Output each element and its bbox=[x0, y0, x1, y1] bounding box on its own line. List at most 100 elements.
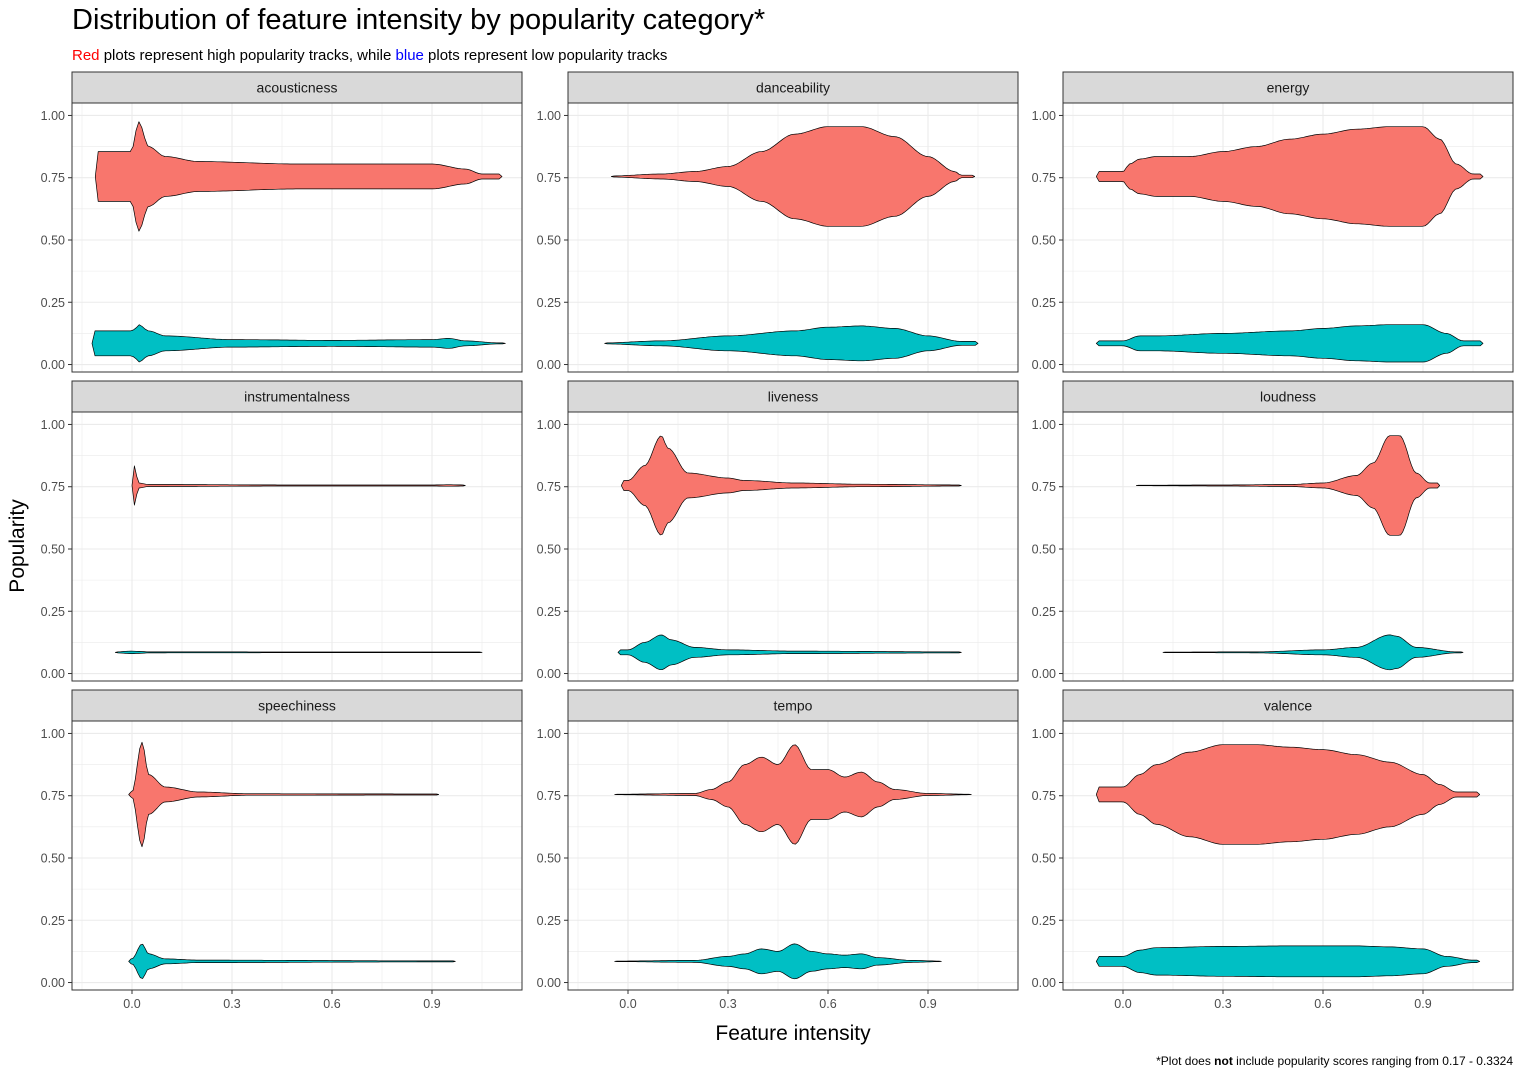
y-tick-label: 0.50 bbox=[41, 851, 65, 865]
violin-low bbox=[128, 943, 456, 979]
x-tick-label: 0.0 bbox=[123, 997, 140, 1011]
facet-loudness: loudness 0.00 0.25 0.50 0.75 1.00 bbox=[1032, 380, 1514, 682]
chart-title: Distribution of feature intensity by pop… bbox=[72, 4, 766, 36]
panel-border bbox=[1062, 102, 1514, 373]
violin-high bbox=[620, 435, 962, 536]
y-tick-label: 1.00 bbox=[537, 418, 561, 432]
violin-low bbox=[1095, 945, 1481, 978]
facet-strip bbox=[567, 71, 1019, 104]
subtitle-part1: plots represent high popularity tracks, … bbox=[99, 47, 396, 64]
y-tick-label: 0.00 bbox=[1032, 358, 1056, 372]
violin-low bbox=[1095, 324, 1484, 363]
y-tick-label: 0.50 bbox=[537, 233, 561, 247]
violin-low bbox=[614, 943, 942, 980]
y-tick-label: 0.25 bbox=[41, 605, 65, 619]
y-tick-label: 0.25 bbox=[1032, 914, 1056, 928]
y-tick-label: 0.75 bbox=[41, 171, 65, 185]
y-tick-label: 0.25 bbox=[537, 605, 561, 619]
y-tick-label: 0.75 bbox=[41, 480, 65, 494]
y-tick-label: 0.00 bbox=[537, 358, 561, 372]
caption-prefix: *Plot does bbox=[1156, 1054, 1215, 1068]
panel-border bbox=[1062, 411, 1514, 682]
panel-background bbox=[568, 412, 1018, 681]
panel-border bbox=[567, 411, 1019, 682]
y-tick-label: 0.25 bbox=[41, 914, 65, 928]
y-tick-label: 0.00 bbox=[41, 358, 65, 372]
facet-label: loudness bbox=[1260, 389, 1316, 405]
x-tick-label: 0.3 bbox=[719, 997, 736, 1011]
y-tick-label: 0.25 bbox=[1032, 605, 1056, 619]
y-tick-label: 0.50 bbox=[1032, 542, 1056, 556]
facet-label: speechiness bbox=[258, 698, 336, 714]
x-tick-label: 0.9 bbox=[423, 997, 440, 1011]
y-tick-label: 0.25 bbox=[537, 296, 561, 310]
facet-label: liveness bbox=[768, 389, 819, 405]
panel-background bbox=[72, 721, 522, 990]
y-tick-label: 0.00 bbox=[41, 976, 65, 990]
x-tick-label: 0.0 bbox=[1114, 997, 1131, 1011]
y-tick-label: 1.00 bbox=[1032, 418, 1056, 432]
facet-label: instrumentalness bbox=[244, 389, 350, 405]
facet-label: acousticness bbox=[257, 80, 338, 96]
facet-strip bbox=[567, 380, 1019, 413]
facet-label: tempo bbox=[774, 698, 813, 714]
violin-high bbox=[1095, 744, 1481, 845]
y-tick-label: 1.00 bbox=[1032, 727, 1056, 741]
violin-low bbox=[617, 634, 962, 671]
violin-high bbox=[1135, 435, 1441, 536]
panel-border bbox=[71, 720, 523, 991]
facet-label: energy bbox=[1267, 80, 1310, 96]
facet-acousticness: acousticness 0.00 0.25 0.50 0.75 1.00 bbox=[41, 71, 523, 373]
panel-border bbox=[1062, 720, 1514, 991]
facet-label: danceability bbox=[756, 80, 830, 96]
panel-background bbox=[1063, 412, 1513, 681]
y-tick-label: 1.00 bbox=[41, 109, 65, 123]
y-tick-label: 0.50 bbox=[537, 851, 561, 865]
y-tick-label: 0.75 bbox=[41, 789, 65, 803]
x-tick-label: 0.9 bbox=[1414, 997, 1431, 1011]
y-tick-label: 0.75 bbox=[537, 789, 561, 803]
y-tick-label: 0.25 bbox=[41, 296, 65, 310]
y-axis-title: Popularity bbox=[6, 499, 29, 593]
x-tick-label: 0.6 bbox=[323, 997, 340, 1011]
y-tick-label: 0.00 bbox=[537, 667, 561, 681]
y-tick-label: 0.00 bbox=[41, 667, 65, 681]
y-tick-label: 1.00 bbox=[41, 727, 65, 741]
facet-strip bbox=[567, 689, 1019, 722]
subtitle-blue-word: blue bbox=[395, 47, 424, 64]
y-tick-label: 0.50 bbox=[1032, 233, 1056, 247]
chart-subtitle: Red plots represent high popularity trac… bbox=[72, 47, 667, 64]
panel-border bbox=[71, 102, 523, 373]
y-tick-label: 0.25 bbox=[1032, 296, 1056, 310]
facet-tempo: tempo 0.00 0.25 0.50 0.75 1.00 0.0 0.3 0.6 0.9 bbox=[537, 689, 1019, 1011]
x-tick-label: 0.6 bbox=[819, 997, 836, 1011]
facet-valence: valence 0.00 0.25 0.50 0.75 1.00 0.0 0.3 0.6 0.9 bbox=[1032, 689, 1514, 1011]
facet-instrumentalness: instrumentalness 0.00 0.25 0.50 0.75 1.00 bbox=[41, 380, 523, 682]
violin-high bbox=[610, 126, 976, 227]
y-tick-label: 0.75 bbox=[1032, 171, 1056, 185]
subtitle-red-word: Red bbox=[72, 47, 100, 64]
caption-bold: not bbox=[1214, 1054, 1233, 1068]
y-tick-label: 1.00 bbox=[537, 109, 561, 123]
x-tick-label: 0.6 bbox=[1314, 997, 1331, 1011]
facet-liveness: liveness 0.00 0.25 0.50 0.75 1.00 bbox=[537, 380, 1019, 682]
violin-low bbox=[1162, 634, 1464, 671]
violin-low bbox=[604, 325, 979, 362]
x-tick-label: 0.0 bbox=[619, 997, 636, 1011]
x-tick-label: 0.9 bbox=[919, 997, 936, 1011]
y-tick-label: 0.75 bbox=[1032, 480, 1056, 494]
panel-background bbox=[72, 412, 522, 681]
panel-border bbox=[567, 102, 1019, 373]
violin-low bbox=[91, 324, 506, 363]
facet-strip bbox=[1062, 71, 1514, 104]
caption-suffix: include popularity scores ranging from 0… bbox=[1232, 1054, 1513, 1068]
violin-high bbox=[94, 121, 503, 232]
y-tick-label: 0.75 bbox=[537, 480, 561, 494]
y-tick-label: 0.50 bbox=[41, 542, 65, 556]
y-tick-label: 0.75 bbox=[1032, 789, 1056, 803]
violin-low bbox=[114, 650, 483, 654]
y-tick-label: 1.00 bbox=[1032, 109, 1056, 123]
x-tick-label: 0.3 bbox=[223, 997, 240, 1011]
panel-border bbox=[567, 720, 1019, 991]
